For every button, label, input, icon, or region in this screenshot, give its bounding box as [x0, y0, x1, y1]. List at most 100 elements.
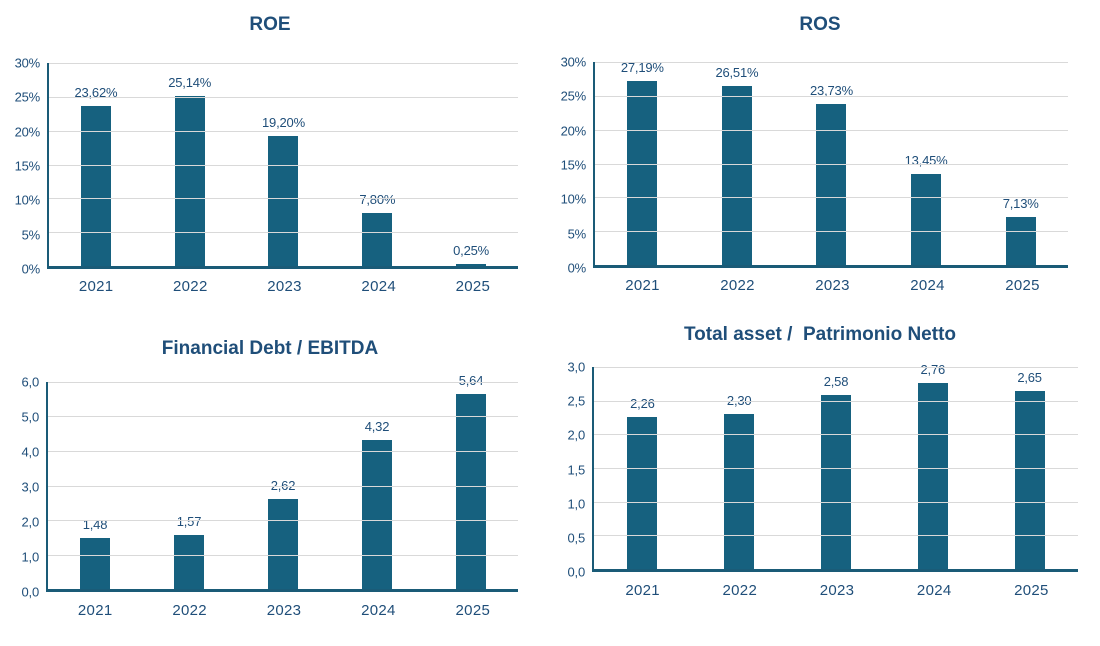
gridline [594, 501, 1078, 503]
y-tick-label: 6,0 [21, 374, 40, 390]
x-axis-label: 2021 [78, 278, 114, 295]
bar-slot: 1,57 [142, 382, 236, 589]
gridline [594, 400, 1078, 402]
bar-slot: 4,32 [330, 382, 424, 589]
bar-slot: 13,45% [879, 62, 974, 265]
value-label: 1,57 [176, 513, 202, 529]
plot-area: 1,48 1,57 2,62 4,32 5,64 [46, 373, 518, 592]
gridline [49, 96, 518, 98]
y-axis: 30% 25% 20% 15% 10% 5% 0% [0, 56, 47, 277]
y-tick-label: 1,5 [567, 462, 586, 477]
bar-2024 [362, 213, 393, 266]
y-tick-label: 0% [21, 261, 41, 277]
bar-2024 [911, 174, 942, 265]
bar-slot: 2,62 [236, 382, 330, 589]
gridline [595, 129, 1068, 131]
x-axis-label: 2024 [910, 277, 945, 294]
y-axis: 30% 25% 20% 15% 10% 5% 0% [540, 55, 593, 276]
y-tick-label: 10% [560, 191, 587, 207]
plot-area: 23,62% 25,14% 19,20% 7,80% 0,25% [47, 63, 518, 269]
bar-2023 [268, 136, 299, 266]
gridline [595, 62, 1068, 63]
gridline [595, 95, 1068, 97]
x-axis-label: 2023 [815, 277, 850, 294]
value-label: 25,14% [168, 74, 212, 90]
y-tick-label: 2,0 [567, 427, 586, 443]
bar-2021 [627, 81, 658, 265]
gridline [48, 485, 518, 487]
gridline [595, 163, 1068, 165]
y-tick-label: 25% [560, 88, 587, 104]
value-label: 2,30 [726, 393, 752, 409]
bars-container: 27,19% 26,51% 23,73% 13,45% 7,13% [595, 60, 1068, 265]
chart-body: 6,0 5,0 4,0 3,0 2,0 1,0 0,0 1,48 1,57 2,62 4,32 5,… [0, 373, 540, 600]
gridline [48, 382, 518, 383]
value-label: 23,62% [74, 85, 118, 101]
bar-slot: 2,76 [884, 362, 981, 569]
x-axis: 2021 2022 2023 2024 2025 [49, 278, 520, 295]
y-tick-label: 1,0 [21, 549, 40, 565]
x-axis-label: 2023 [267, 278, 302, 295]
bar-2025 [456, 264, 487, 266]
chart-body: 3,0 2,5 2,0 1,5 1,0 0,5 0,0 2,26 2,30 2,58 2,76 2,… [540, 360, 1100, 580]
bar-2025 [1005, 216, 1036, 265]
x-axis-label: 2024 [916, 582, 952, 599]
bar-2021 [80, 537, 110, 589]
value-label: 7,13% [1002, 195, 1039, 211]
gridline [49, 63, 518, 64]
y-tick-label: 20% [560, 123, 587, 139]
y-tick-label: 1,0 [567, 496, 586, 512]
y-tick-label: 3,0 [21, 479, 40, 495]
bar-2022 [174, 534, 204, 589]
bar-slot: 2,30 [691, 367, 788, 569]
bar-slot: 25,14% [143, 63, 237, 266]
y-tick-label: 0% [567, 260, 587, 276]
y-tick-label: 5,0 [21, 409, 40, 425]
y-tick-label: 25% [14, 89, 41, 105]
bar-slot: 23,73% [784, 62, 879, 265]
bar-2021 [627, 416, 658, 569]
x-axis-label: 2022 [720, 277, 755, 294]
y-axis: 3,0 2,5 2,0 1,5 1,0 0,5 0,0 [540, 360, 592, 580]
value-label: 2,62 [270, 477, 296, 493]
bar-slot: 19,20% [237, 63, 331, 266]
bar-2024 [362, 439, 392, 589]
plot-area: 2,26 2,30 2,58 2,76 2,65 [592, 362, 1078, 572]
gridline [594, 535, 1078, 537]
x-axis-label: 2024 [361, 602, 396, 619]
gridline [594, 367, 1078, 368]
x-axis-label: 2023 [819, 582, 855, 599]
chart-title: ROS [799, 14, 841, 35]
bar-slot: 2,26 [594, 367, 691, 569]
x-axis-label: 2022 [173, 278, 208, 295]
y-tick-label: 5% [21, 227, 41, 243]
value-label: 2,76 [920, 362, 946, 378]
y-tick-label: 15% [560, 157, 587, 173]
plot-area: 27,19% 26,51% 23,73% 13,45% 7,13% [593, 60, 1068, 268]
gridline [49, 164, 518, 166]
x-axis-label: 2021 [77, 602, 113, 619]
gridline [49, 198, 518, 200]
y-tick-label: 2,5 [567, 393, 586, 409]
chart-total-asset-patrimonio-netto: Total asset / Patrimonio Netto 3,0 2,5 2,0… [540, 320, 1100, 646]
x-axis-label: 2024 [361, 278, 396, 295]
x-axis-label: 2025 [1014, 582, 1049, 599]
bar-slot: 2,65 [981, 367, 1078, 569]
gridline [49, 232, 518, 234]
bar-slot: 27,19% [595, 60, 690, 265]
chart-body: 30% 25% 20% 15% 10% 5% 0% 23,62% 25,14% 19,20% 7,… [0, 56, 540, 277]
gridline [48, 450, 518, 452]
bar-2022 [721, 85, 752, 265]
chart-roe: ROE 30% 25% 20% 15% 10% 5% 0% 23,62% 25,14% 19,2… [0, 0, 540, 320]
value-label: 5,64 [458, 373, 484, 389]
bar-2025 [456, 394, 486, 589]
value-label: 7,80% [359, 192, 396, 208]
x-axis: 2021 2022 2023 2024 2025 [594, 582, 1080, 599]
value-label: 2,58 [823, 374, 849, 390]
bar-2022 [724, 414, 755, 569]
bar-slot: 0,25% [424, 63, 518, 266]
chart-ros: ROS 30% 25% 20% 15% 10% 5% 0% 27,19% 26,51% 23,7… [540, 0, 1100, 320]
gridline [595, 197, 1068, 199]
value-label: 27,19% [620, 60, 664, 76]
